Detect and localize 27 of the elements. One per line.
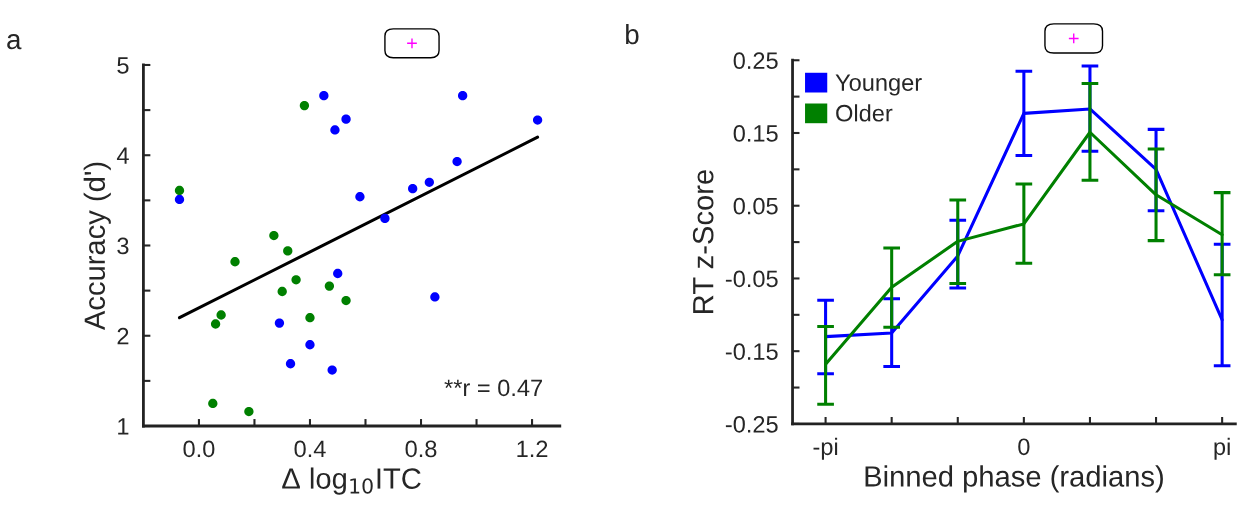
text: b [626, 23, 639, 45]
x-axis-title: Binned phase (radians) [865, 465, 1163, 493]
legend-label: Younger [835, 74, 922, 96]
y-tick-label: 2 [117, 327, 129, 345]
y-tick-label: 0.05 [733, 197, 778, 215]
x-axis-title: Δ log$_{10}$ITC [282, 467, 421, 495]
x-tick-label: 1.2 [517, 440, 548, 458]
y-tick-label: 4 [116, 147, 129, 164]
y-tick-label: 5 [117, 57, 129, 74]
y-tick-label: 1 [118, 418, 129, 435]
legend-label: Older [836, 104, 893, 122]
x-tick-label: 0.4 [294, 440, 326, 458]
y-tick-label: 0.15 [733, 125, 778, 142]
y-axis-title: RT z-Score [692, 170, 714, 313]
x-tick-label: -pi [813, 437, 838, 460]
y-axis-title: Accuracy (d') [83, 162, 111, 331]
x-tick-label: pi [1214, 437, 1230, 460]
y-tick-label: 3 [117, 237, 129, 255]
x-tick-label: 0 [1018, 438, 1030, 456]
annotation: **r = 0.47 [444, 379, 542, 397]
x-tick-label: 0.0 [183, 440, 215, 458]
y-tick-label: -0.25 [725, 415, 778, 433]
y-tick-label: -0.15 [725, 343, 778, 360]
y-tick-label: -0.05 [725, 270, 778, 288]
y-tick-label: 0.25 [733, 52, 778, 70]
text: a [7, 34, 22, 50]
x-tick-label: 0.8 [405, 440, 437, 458]
